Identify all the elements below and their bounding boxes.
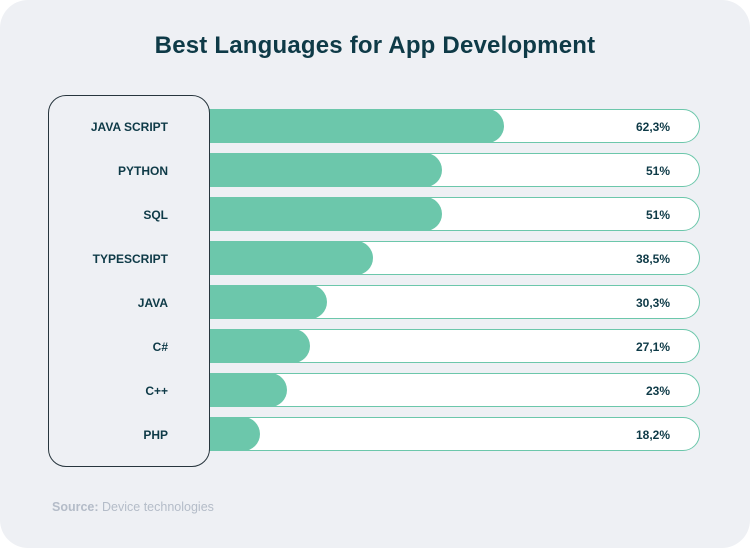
category-label: JAVA [137,296,168,310]
category-label: PHP [143,428,168,442]
category-label: SQL [143,208,168,222]
value-label: 18,2% [635,428,670,442]
value-label: 38,5% [635,252,670,266]
category-label-panel [48,95,210,467]
value-label: 51% [645,208,670,222]
source-note: Source: Device technologies [52,500,214,514]
value-label: 27,1% [635,340,670,354]
category-label: JAVA SCRIPT [90,120,168,134]
category-label: C++ [145,384,168,398]
category-label: C# [152,340,168,354]
category-label: TYPESCRIPT [92,252,168,266]
value-label: 30,3% [635,296,670,310]
category-label: PYTHON [117,164,168,178]
source-label: Source: [52,500,99,514]
value-label: 51% [645,164,670,178]
source-text: Device technologies [102,500,214,514]
chart-title: Best Languages for App Development [154,32,596,59]
value-label: 23% [645,384,670,398]
bar [160,109,504,143]
value-label: 62,3% [635,120,670,134]
